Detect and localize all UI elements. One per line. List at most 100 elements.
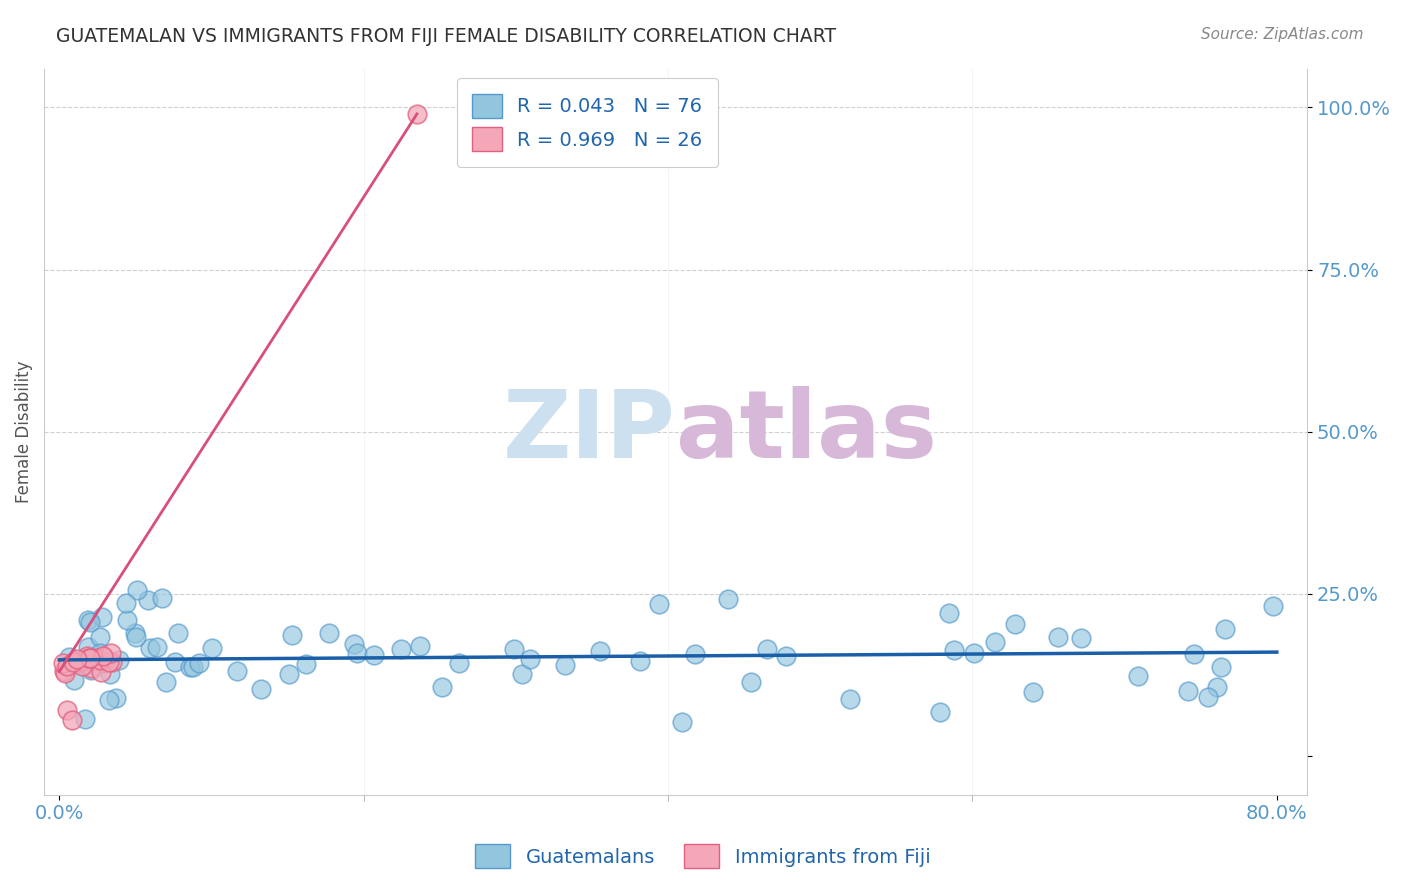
Y-axis label: Female Disability: Female Disability (15, 360, 32, 503)
Point (250, 681, 273, 696)
Point (79, 651, 101, 665)
Point (114, 596, 136, 610)
Legend: Guatemalans, Immigrants from Fiji: Guatemalans, Immigrants from Fiji (465, 835, 941, 878)
Legend: R = 0.043   N = 76, R = 0.969   N = 26: R = 0.043 N = 76, R = 0.969 N = 26 (457, 78, 717, 167)
Point (89, 653, 111, 667)
Text: Source: ZipAtlas.com: Source: ZipAtlas.com (1201, 27, 1364, 42)
Point (839, 692, 862, 706)
Point (77, 650, 100, 665)
Point (76, 648, 98, 663)
Point (89, 630, 111, 644)
Point (179, 659, 201, 673)
Point (76, 640, 98, 654)
Point (519, 652, 541, 666)
Point (1126, 669, 1149, 683)
Point (1209, 660, 1232, 674)
Point (98, 667, 121, 681)
Point (1182, 647, 1205, 661)
Point (73, 652, 96, 666)
Point (943, 642, 966, 657)
Point (136, 593, 159, 607)
Point (630, 654, 652, 668)
Point (165, 656, 187, 670)
Point (775, 649, 797, 664)
Point (318, 626, 340, 640)
Point (295, 657, 318, 672)
Point (432, 681, 454, 695)
Point (671, 715, 693, 730)
Point (97, 693, 120, 707)
Point (89, 646, 111, 660)
Point (91, 657, 114, 671)
Point (93, 649, 115, 664)
Point (717, 592, 740, 607)
Point (52, 656, 75, 670)
Point (740, 674, 762, 689)
Point (52, 665, 75, 679)
Text: atlas: atlas (676, 385, 936, 477)
Point (1046, 631, 1069, 645)
Point (756, 641, 779, 656)
Point (447, 656, 470, 670)
Point (79, 615, 101, 629)
Point (201, 640, 224, 655)
Point (91, 649, 114, 664)
Point (56, 658, 79, 673)
Point (80, 663, 103, 677)
Point (1004, 616, 1026, 631)
Point (105, 690, 128, 705)
Point (98, 655, 121, 669)
Point (80, 661, 103, 675)
Point (90, 665, 112, 679)
Point (66, 656, 89, 670)
Point (60, 713, 83, 727)
Point (56, 703, 79, 717)
Point (1261, 599, 1284, 613)
Point (1197, 690, 1219, 705)
Point (76, 614, 98, 628)
Point (389, 641, 412, 656)
Point (343, 637, 366, 651)
Point (929, 705, 952, 719)
Point (139, 640, 162, 655)
Point (155, 675, 177, 690)
Point (124, 626, 146, 640)
Point (145, 640, 167, 655)
Point (554, 657, 576, 672)
Point (62, 655, 84, 669)
Point (588, 644, 610, 658)
Point (187, 656, 209, 670)
Point (72, 655, 94, 669)
Point (181, 660, 204, 674)
Point (346, 646, 368, 660)
Point (648, 597, 671, 611)
Point (984, 635, 1007, 649)
Point (58, 650, 80, 665)
Point (683, 647, 706, 661)
Point (1070, 632, 1092, 646)
Text: GUATEMALAN VS IMMIGRANTS FROM FIJI FEMALE DISABILITY CORRELATION CHART: GUATEMALAN VS IMMIGRANTS FROM FIJI FEMAL… (56, 27, 837, 45)
Point (1205, 680, 1227, 694)
Point (66, 652, 89, 666)
Point (938, 607, 960, 621)
Point (90, 610, 112, 624)
Point (73, 712, 96, 726)
Point (101, 655, 124, 669)
Point (70, 654, 93, 668)
Point (53, 666, 76, 681)
Point (125, 583, 148, 598)
Point (84, 651, 107, 665)
Point (281, 627, 304, 641)
Point (115, 613, 138, 627)
Text: ZIP: ZIP (503, 385, 676, 477)
Point (1213, 623, 1236, 637)
Point (1177, 683, 1199, 698)
Point (503, 642, 526, 657)
Point (108, 653, 131, 667)
Point (166, 625, 188, 640)
Point (406, 107, 429, 121)
Point (100, 646, 122, 660)
Point (278, 666, 301, 681)
Point (225, 665, 247, 679)
Point (1022, 685, 1045, 699)
